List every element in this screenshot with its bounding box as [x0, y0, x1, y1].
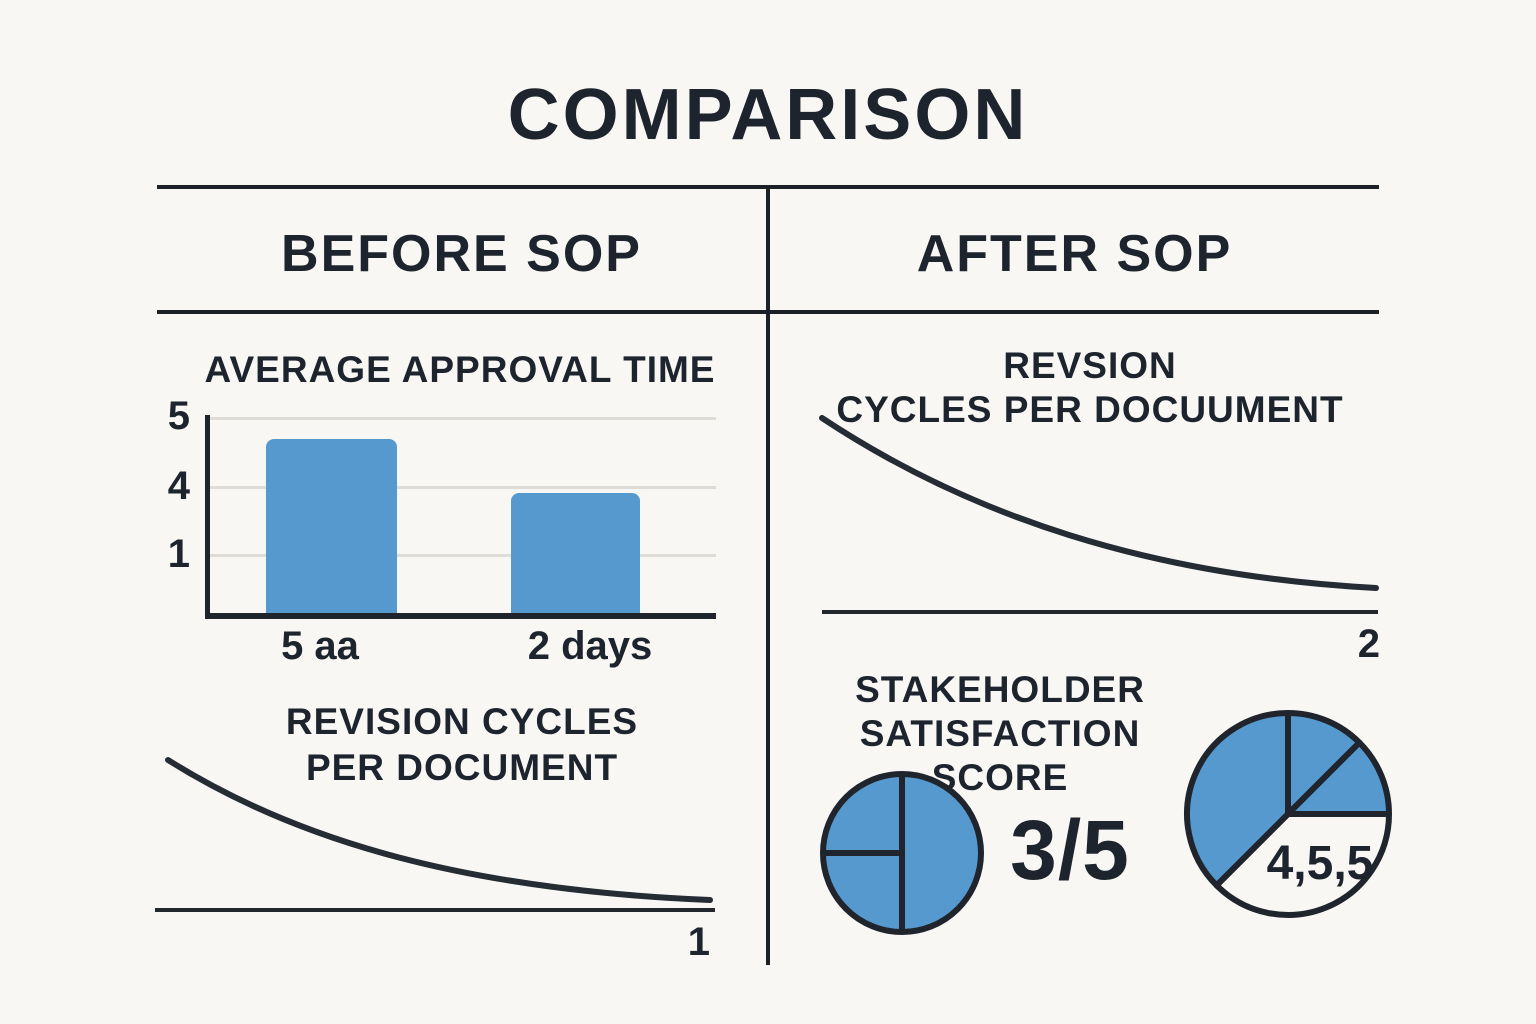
bar-before-value — [266, 439, 397, 613]
x-label-bar1: 5 aa — [281, 624, 359, 668]
revision-cycles-title-line2: PER DOCUMENT — [305, 747, 619, 788]
gridline-1 — [210, 554, 716, 557]
decay-curve-after — [819, 415, 1379, 591]
pie2-slice-left — [1184, 710, 1291, 889]
satisfaction-pie-filled — [820, 771, 984, 935]
page-title: COMPARISON — [507, 75, 1029, 155]
y-tick-1: 1 — [167, 532, 190, 576]
decay-curve-after-path — [819, 415, 1379, 591]
baseline-before — [155, 908, 715, 912]
after-sop-header: AFTER SOP — [916, 225, 1233, 283]
avg-approval-time-title: AVERAGE APPROVAL TIME — [204, 349, 716, 390]
end-label-before: 1 — [687, 920, 710, 964]
gridline-4 — [210, 486, 716, 489]
revision-cycles-title-line1: REVISION CYCLES — [285, 701, 639, 742]
pie2-score-label: 4,5,5 — [1266, 837, 1374, 890]
after-revision-title-line2: CYCLES PER DOCUUMENT — [836, 389, 1344, 430]
gridline-5 — [210, 417, 716, 420]
after-revision-title-line1: REVSION — [1003, 345, 1177, 386]
vertical-divider — [766, 185, 770, 965]
pie2-slice-bottom-white — [1213, 811, 1392, 918]
decay-curve-before-path — [165, 757, 713, 903]
stakeholder-title-line1: STAKEHOLDER — [855, 669, 1145, 710]
satisfaction-pie-partial — [1184, 710, 1392, 918]
y-tick-4: 4 — [167, 464, 190, 508]
end-label-after: 2 — [1357, 622, 1380, 666]
before-sop-header: BEFORE SOP — [281, 225, 642, 283]
baseline-after — [822, 610, 1378, 614]
decay-curve-before — [165, 757, 713, 903]
bar-after-value — [511, 493, 640, 613]
y-tick-5: 5 — [167, 394, 190, 438]
x-label-bar2: 2 days — [527, 624, 653, 668]
bar-chart-plot — [205, 415, 716, 619]
satisfaction-score: 3/5 — [1010, 803, 1130, 897]
